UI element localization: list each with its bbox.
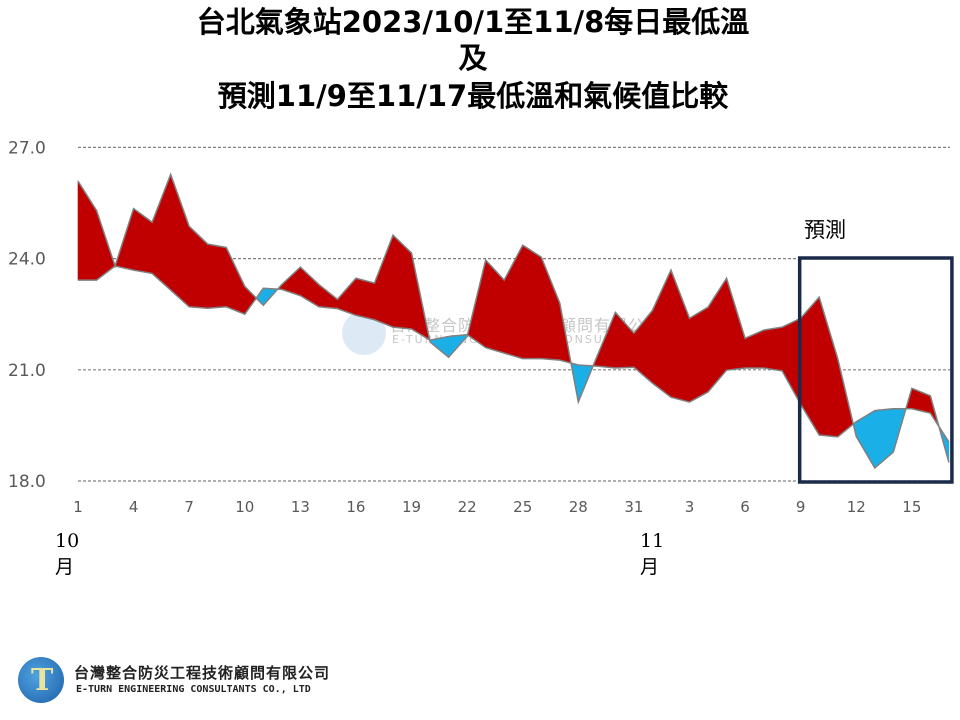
x-tick-label: 28: [569, 498, 588, 516]
chart-title-line-3: 預測11/9至11/17最低溫和氣候值比較: [217, 79, 729, 113]
above-normal-fill: [188, 225, 209, 309]
climate-normal-line: [78, 265, 950, 443]
above-normal-fill: [392, 234, 412, 330]
x-tick-label: 1: [73, 498, 83, 516]
x-tick-label: 10: [235, 498, 254, 516]
company-logo-icon: T: [18, 657, 64, 703]
above-normal-fill: [615, 311, 635, 369]
month-unit: 月: [640, 556, 660, 578]
series-lines: [77, 172, 950, 470]
chart-title-line-2: 及: [458, 41, 488, 75]
y-tick-labels: 18.0 21.0 24.0 27.0: [8, 138, 46, 492]
above-normal-fill: [540, 257, 561, 361]
above-normal-fill: [374, 235, 394, 328]
x-tick-label: 4: [129, 498, 139, 516]
company-name-en: E-TURN ENGINEERING CONSULTANTS CO., LTD: [76, 684, 311, 695]
x-tick-label: 22: [458, 498, 477, 516]
month-unit: 月: [55, 556, 75, 578]
month-label-nov: 11 月: [640, 528, 664, 580]
month-number: 11: [640, 530, 665, 552]
month-number: 10: [55, 530, 80, 552]
x-tick-label: 6: [740, 498, 750, 516]
x-tick-label: 7: [184, 498, 194, 516]
chart-title-line-1: 台北氣象站2023/10/1至11/8每日最低溫: [196, 5, 750, 39]
x-tick-label: 31: [624, 498, 643, 516]
above-normal-fill: [689, 306, 709, 403]
x-tick-label: 16: [346, 498, 365, 516]
x-tick-labels: 1 4 7 10 13 16 19 22 25 28 31 3 6 9 12 15: [73, 498, 921, 516]
company-name-zh: 台灣整合防災工程技術顧問有限公司: [74, 664, 331, 682]
x-tick-label: 19: [402, 498, 421, 516]
x-tick-label: 3: [685, 498, 695, 516]
x-tick-label: 9: [796, 498, 806, 516]
x-tick-label: 12: [847, 498, 866, 516]
month-label-oct: 10 月: [55, 528, 79, 580]
above-normal-fill: [726, 278, 746, 371]
forecast-box: [797, 256, 954, 484]
y-tick-label: 18.0: [8, 472, 46, 492]
above-normal-fill: [800, 296, 820, 437]
y-tick-label: 24.0: [8, 250, 46, 270]
above-normal-fill: [207, 243, 227, 309]
above-normal-fill: [763, 326, 783, 372]
above-normal-fill: [170, 174, 190, 308]
above-normal-fill: [818, 297, 839, 438]
daily-min-temp-line: [77, 172, 950, 470]
above-normal-fill: [133, 207, 153, 274]
above-normal-fill: [670, 269, 690, 403]
forecast-label: 預測: [804, 218, 846, 242]
above-normal-fill: [707, 277, 727, 393]
above-normal-fill: [781, 317, 801, 406]
y-tick-label: 21.0: [8, 361, 46, 381]
x-tick-label: 13: [291, 498, 310, 516]
x-tick-label: 25: [513, 498, 532, 516]
x-tick-label: 15: [902, 498, 921, 516]
above-normal-fill: [744, 329, 764, 369]
above-normal-fill: [485, 259, 505, 354]
y-tick-label: 27.0: [8, 138, 46, 158]
above-normal-fill: [355, 277, 375, 321]
above-normal-fill: [151, 174, 171, 291]
above-normal-fill: [522, 244, 542, 359]
